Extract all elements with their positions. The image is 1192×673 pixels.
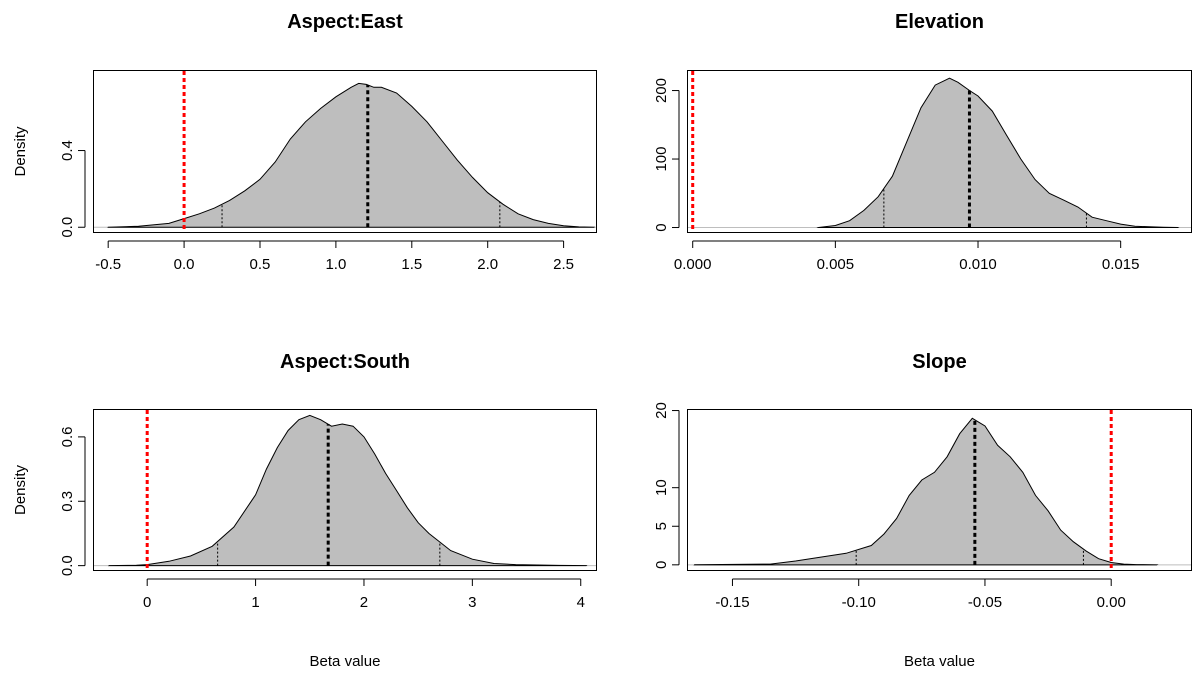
plot-frame	[93, 70, 597, 233]
panel-title: Slope	[912, 351, 966, 373]
density-panel: Elevation 0.000 0.005 0.010 0.015 0 100 200	[653, 11, 1192, 273]
x-tick-label: 0.000	[674, 256, 712, 273]
x-tick-label: 0.015	[1102, 256, 1140, 273]
x-tick-label: 0.005	[817, 256, 855, 273]
panel-title: Elevation	[895, 11, 984, 33]
x-tick-label: 2	[360, 594, 368, 611]
y-axis-label: Density	[12, 126, 29, 177]
x-tick-label: 0.5	[250, 256, 271, 273]
density-curve	[816, 77, 1180, 229]
y-tick-label: 100	[653, 147, 670, 172]
x-tick-label: 1.0	[325, 256, 346, 273]
x-tick-label: 0	[143, 594, 151, 611]
y-tick-label: 20	[653, 402, 670, 419]
x-tick-label: 0.00	[1097, 594, 1126, 611]
plot-frame	[93, 409, 597, 571]
y-tick-label: 0	[653, 223, 670, 231]
x-tick-label: 3	[468, 594, 476, 611]
x-tick-label: -0.15	[715, 594, 749, 611]
density-curve	[693, 417, 1159, 566]
x-tick-label: -0.5	[95, 256, 121, 273]
x-axis-label: Beta value	[310, 653, 381, 670]
x-tick-label: 4	[577, 594, 585, 611]
y-tick-label: 5	[653, 522, 670, 530]
panel-title: Aspect:East	[287, 11, 403, 33]
y-tick-label: 0	[653, 561, 670, 569]
y-tick-label: 0.4	[59, 140, 76, 161]
x-tick-label: 1.5	[401, 256, 422, 273]
density-panel: Aspect:South 0 1 2 3 4 0.0 0.3 0.6 Density Beta va…	[12, 351, 597, 670]
panel-title: Aspect:South	[280, 351, 410, 373]
x-tick-label: 1	[251, 594, 259, 611]
x-axis-label: Beta value	[904, 653, 975, 670]
density-curve	[107, 82, 595, 228]
x-tick-label: -0.05	[968, 594, 1002, 611]
x-tick-label: 2.0	[477, 256, 498, 273]
density-curve	[107, 414, 588, 567]
y-tick-label: 0.6	[59, 426, 76, 447]
y-tick-label: 0.3	[59, 491, 76, 512]
x-tick-label: 0.0	[174, 256, 195, 273]
density-panel: Slope -0.15 -0.10 -0.05 0.00 0 5 10 20 Beta value	[653, 351, 1192, 670]
x-tick-label: 0.010	[959, 256, 997, 273]
y-tick-label: 10	[653, 479, 670, 496]
y-axis-label: Density	[12, 464, 29, 515]
y-tick-label: 200	[653, 78, 670, 103]
density-panel: Aspect:East -0.5 0.0 0.5 1.0 1.5 2.0 2.5 0.0 0.4 D…	[12, 11, 597, 273]
y-tick-label: 0.0	[59, 217, 76, 238]
x-tick-label: 2.5	[553, 256, 574, 273]
y-tick-label: 0.0	[59, 555, 76, 576]
x-tick-label: -0.10	[842, 594, 876, 611]
